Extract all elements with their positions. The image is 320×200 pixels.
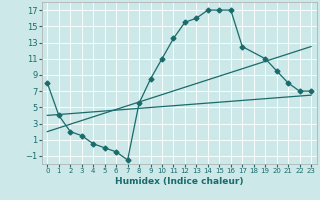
X-axis label: Humidex (Indice chaleur): Humidex (Indice chaleur) (115, 177, 244, 186)
